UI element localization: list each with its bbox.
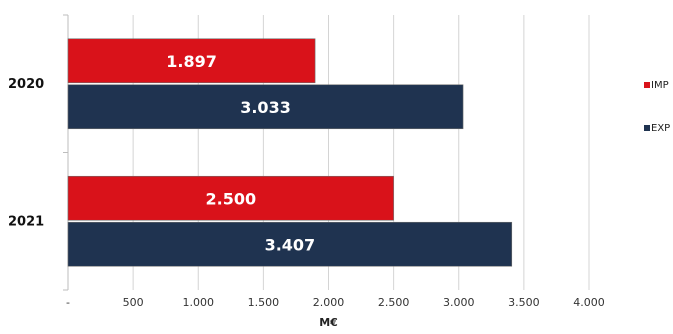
axes <box>63 14 69 291</box>
bar-imp-2021 <box>67 175 394 221</box>
category-labels: 2020 2021 <box>8 77 44 230</box>
bar-exp-2021 <box>67 221 513 267</box>
x-axis-title: M€ <box>319 316 338 329</box>
x-tick-label-8: 4.000 <box>573 296 605 309</box>
legend-swatch-imp <box>644 82 650 88</box>
x-tick-label-3: 1.500 <box>248 296 280 309</box>
x-tick-label-2: 1.000 <box>183 296 215 309</box>
bar-label-imp-2021: 2.500 <box>206 189 257 208</box>
legend-label-imp: IMP <box>651 80 669 91</box>
x-tick-label-4: 2.000 <box>313 296 345 309</box>
x-tick-labels: - 500 1.000 1.500 2.000 2.500 3.000 3.500 4.000 <box>66 296 605 309</box>
legend: IMP EXP <box>644 80 670 134</box>
legend-label-exp: EXP <box>651 123 670 134</box>
bar-imp-2020 <box>67 38 316 84</box>
x-tick-label-6: 3.000 <box>443 296 475 309</box>
x-tick-label-5: 2.500 <box>378 296 410 309</box>
bars: 1.897 3.033 2.500 3.407 <box>67 38 513 267</box>
x-tick-label-0: - <box>66 296 70 309</box>
x-tick-label-7: 3.500 <box>508 296 540 309</box>
bar-exp-2020 <box>67 84 464 130</box>
category-label-2021: 2021 <box>8 214 44 229</box>
bar-label-exp-2021: 3.407 <box>265 235 316 254</box>
legend-swatch-exp <box>644 125 650 131</box>
bar-label-exp-2020: 3.033 <box>240 98 291 117</box>
category-label-2020: 2020 <box>8 77 44 92</box>
bar-label-imp-2020: 1.897 <box>166 52 217 71</box>
x-tick-label-1: 500 <box>123 296 144 309</box>
